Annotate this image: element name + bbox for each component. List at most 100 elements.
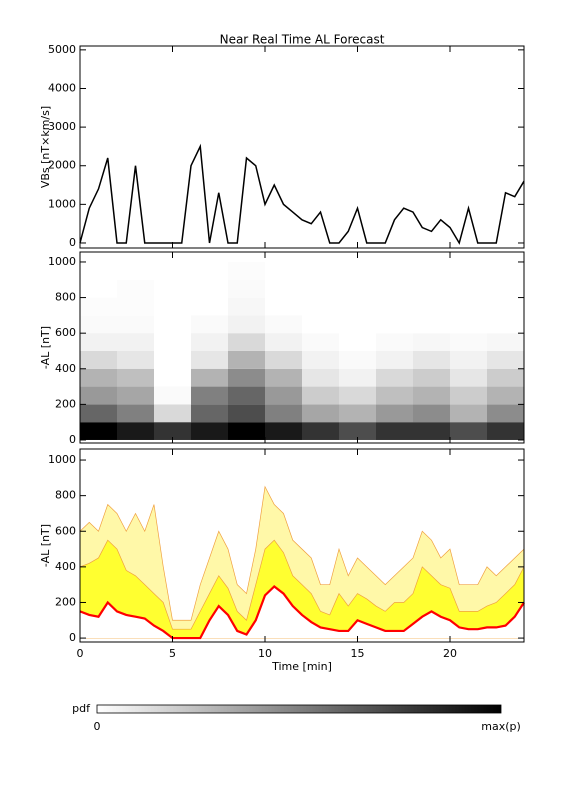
- heat-cell: [413, 404, 450, 423]
- x-axis-label: Time [min]: [271, 660, 332, 673]
- heat-cell: [154, 279, 191, 298]
- heat-cell: [154, 368, 191, 387]
- heat-cell: [413, 315, 450, 334]
- y-tick-label: 800: [55, 489, 76, 502]
- heat-cell: [339, 333, 376, 351]
- heat-cell: [413, 333, 450, 351]
- heat-cell: [228, 315, 265, 334]
- heat-cell: [339, 315, 376, 334]
- y-axis-label: VBs [nT×km/s]: [39, 106, 52, 188]
- heat-cell: [302, 404, 339, 423]
- heat-cell: [376, 368, 413, 387]
- heat-cell: [154, 350, 191, 369]
- heat-cell: [376, 261, 413, 280]
- heat-cell: [80, 368, 117, 387]
- heat-cell: [80, 422, 117, 440]
- heat-cell: [117, 422, 154, 440]
- heat-cell: [376, 315, 413, 334]
- y-tick-label: 2000: [48, 159, 76, 172]
- heat-cell: [450, 279, 487, 298]
- heat-cell: [339, 297, 376, 316]
- heat-cell: [117, 350, 154, 369]
- median-line: [79, 585, 525, 640]
- heat-cell: [376, 279, 413, 298]
- heat-cell: [302, 261, 339, 280]
- data-line: [79, 143, 525, 245]
- heat-cell: [376, 333, 413, 351]
- x-tick-label: 20: [443, 647, 457, 660]
- heat-cell: [450, 368, 487, 387]
- heat-cell: [487, 261, 524, 280]
- heat-cell: [265, 386, 302, 405]
- heat-cell: [413, 350, 450, 369]
- heat-cell: [302, 279, 339, 298]
- heat-cell: [80, 350, 117, 369]
- y-axis-label: -AL [nT]: [39, 524, 52, 567]
- y-tick-label: 1000: [48, 255, 76, 268]
- y-tick-label: 1000: [48, 197, 76, 210]
- heat-cell: [117, 386, 154, 405]
- heat-cell: [228, 279, 265, 298]
- heat-cell: [450, 315, 487, 334]
- heat-cell: [487, 333, 524, 351]
- x-tick-label: 10: [258, 647, 272, 660]
- heat-cell: [191, 368, 228, 387]
- heat-cell: [413, 297, 450, 316]
- heat-cell: [302, 333, 339, 351]
- heat-cell: [376, 350, 413, 369]
- heat-cell: [265, 333, 302, 351]
- heat-cell: [302, 315, 339, 334]
- heat-cell: [413, 368, 450, 387]
- heat-cell: [80, 297, 117, 316]
- heat-cell: [450, 261, 487, 280]
- heat-cell: [191, 404, 228, 423]
- heat-cell: [228, 404, 265, 423]
- x-tick-label: 0: [77, 647, 84, 660]
- heat-cell: [302, 368, 339, 387]
- heat-cell: [487, 386, 524, 405]
- heat-cell: [413, 422, 450, 440]
- colorbar-label: pdf: [72, 702, 91, 715]
- heat-cell: [450, 297, 487, 316]
- heat-cell: [376, 386, 413, 405]
- y-tick-label: 400: [55, 560, 76, 573]
- heat-cell: [265, 422, 302, 440]
- heat-cell: [80, 261, 117, 280]
- y-tick-label: 400: [55, 362, 76, 375]
- heat-cell: [154, 261, 191, 280]
- heat-cell: [80, 279, 117, 298]
- heat-cell: [80, 386, 117, 405]
- y-tick-label: 600: [55, 524, 76, 537]
- heat-cell: [302, 297, 339, 316]
- y-tick-label: 200: [55, 397, 76, 410]
- heat-cell: [117, 315, 154, 334]
- heat-cell: [228, 350, 265, 369]
- colorbar-max: max(p): [481, 720, 521, 733]
- plot-frame: [79, 448, 525, 643]
- heat-cell: [450, 333, 487, 351]
- heat-cell: [376, 297, 413, 316]
- x-tick-label: 15: [351, 647, 365, 660]
- plot-frame: [79, 251, 525, 444]
- heat-cell: [339, 368, 376, 387]
- y-tick-label: 4000: [48, 81, 76, 94]
- heat-cell: [265, 350, 302, 369]
- heat-cell: [339, 386, 376, 405]
- heat-cell: [376, 422, 413, 440]
- heat-cell: [265, 261, 302, 280]
- heat-cell: [191, 261, 228, 280]
- plot-frame: [79, 45, 525, 249]
- heat-cell: [339, 279, 376, 298]
- heat-cell: [339, 404, 376, 423]
- heat-cell: [228, 422, 265, 440]
- heat-cell: [487, 350, 524, 369]
- heat-cell: [154, 386, 191, 405]
- heat-cell: [339, 261, 376, 280]
- heat-cell: [154, 422, 191, 440]
- heat-cell: [487, 297, 524, 316]
- heat-cell: [302, 350, 339, 369]
- heat-cell: [117, 261, 154, 280]
- colorbar-min: 0: [94, 720, 101, 733]
- heat-cell: [228, 297, 265, 316]
- heat-cell: [487, 404, 524, 423]
